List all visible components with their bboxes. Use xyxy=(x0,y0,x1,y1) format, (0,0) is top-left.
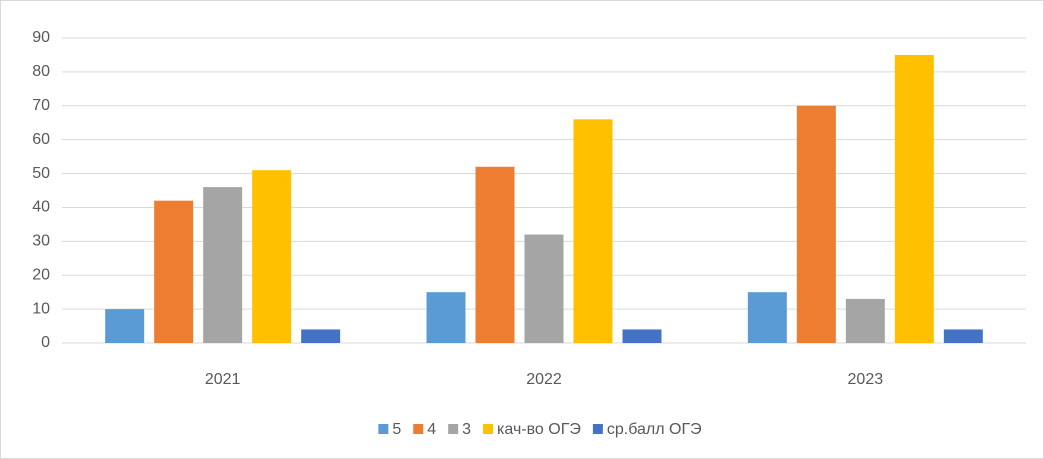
legend-label: ср.балл ОГЭ xyxy=(607,421,702,438)
y-tick-label: 80 xyxy=(32,63,50,80)
bar xyxy=(622,329,662,343)
legend-swatch xyxy=(448,424,459,434)
y-tick-label: 60 xyxy=(32,131,50,148)
bar xyxy=(252,170,292,343)
bar xyxy=(154,200,194,343)
legend-swatch xyxy=(378,424,389,434)
bar xyxy=(475,166,515,343)
bar xyxy=(203,187,243,343)
y-tick-label: 10 xyxy=(32,300,50,317)
legend-label: 5 xyxy=(392,421,401,438)
y-tick-label: 20 xyxy=(32,266,50,283)
y-tick-label: 40 xyxy=(32,199,50,216)
y-tick-label: 90 xyxy=(32,29,50,46)
bar xyxy=(796,105,836,344)
legend-label: кач-во ОГЭ xyxy=(497,421,581,438)
legend-label: 3 xyxy=(462,421,471,438)
x-tick-label: 2021 xyxy=(205,371,241,388)
bar xyxy=(524,234,564,343)
legend-swatch xyxy=(413,424,424,434)
bar xyxy=(426,292,466,343)
bar xyxy=(573,119,613,343)
bar xyxy=(894,54,934,343)
bar xyxy=(943,329,983,343)
y-tick-label: 50 xyxy=(32,165,50,182)
bar xyxy=(105,309,145,343)
legend-swatch xyxy=(592,424,603,434)
bar xyxy=(845,298,885,343)
bar xyxy=(301,329,341,343)
y-tick-label: 30 xyxy=(32,233,50,250)
x-tick-label: 2022 xyxy=(526,371,562,388)
y-tick-label: 0 xyxy=(41,334,50,351)
bar xyxy=(747,292,787,343)
legend-swatch xyxy=(483,424,494,434)
legend-label: 4 xyxy=(427,421,436,438)
x-tick-label: 2023 xyxy=(848,371,884,388)
y-tick-label: 70 xyxy=(32,97,50,114)
